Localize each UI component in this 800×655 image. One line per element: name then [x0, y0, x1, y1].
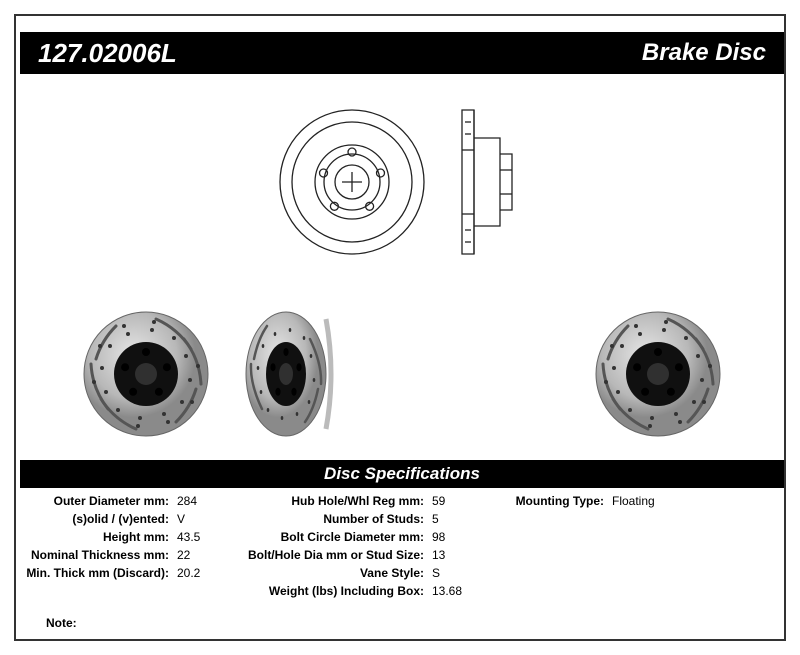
- spec-label: Height mm:: [20, 528, 175, 546]
- spec-value: 20.2: [175, 564, 235, 582]
- spec-label: (s)olid / (v)ented:: [20, 510, 175, 528]
- part-number: 127.02006L: [38, 38, 177, 69]
- spec-value: 22: [175, 546, 235, 564]
- note-label: Note:: [46, 616, 77, 630]
- spec-value: 98: [430, 528, 490, 546]
- spec-label: Mounting Type:: [490, 492, 610, 510]
- spec-sheet-frame: 127.02006L Brake Disc: [14, 14, 786, 641]
- spec-label: Outer Diameter mm:: [20, 492, 175, 510]
- product-photo-row: [16, 296, 788, 451]
- spec-value: 5: [430, 510, 490, 528]
- rotor-photo-pair: [76, 304, 356, 444]
- technical-diagram-area: [16, 91, 788, 271]
- spec-value: 13.68: [430, 582, 490, 600]
- spec-value: V: [175, 510, 235, 528]
- spec-label: Vane Style:: [235, 564, 430, 582]
- spec-label: Bolt Circle Diameter mm:: [235, 528, 430, 546]
- product-title: Brake Disc: [642, 39, 766, 67]
- spec-value: S: [430, 564, 490, 582]
- spec-value: 43.5: [175, 528, 235, 546]
- spec-label: Nominal Thickness mm:: [20, 546, 175, 564]
- spec-value: 59: [430, 492, 490, 510]
- spec-table: Outer Diameter mm: 284 Hub Hole/Whl Reg …: [20, 492, 784, 600]
- spec-value: 284: [175, 492, 235, 510]
- spec-value: Floating: [610, 492, 670, 510]
- spec-value: 13: [430, 546, 490, 564]
- spec-label: Bolt/Hole Dia mm or Stud Size:: [235, 546, 430, 564]
- header-bar: 127.02006L Brake Disc: [20, 32, 784, 74]
- rotor-photo-single: [588, 304, 728, 444]
- spec-label: Min. Thick mm (Discard):: [20, 564, 175, 582]
- spec-label: Hub Hole/Whl Reg mm:: [235, 492, 430, 510]
- spec-header-bar: Disc Specifications: [20, 460, 784, 488]
- spec-label: Number of Studs:: [235, 510, 430, 528]
- spec-label: Weight (lbs) Including Box:: [235, 582, 430, 600]
- rotor-line-drawing: [262, 94, 542, 269]
